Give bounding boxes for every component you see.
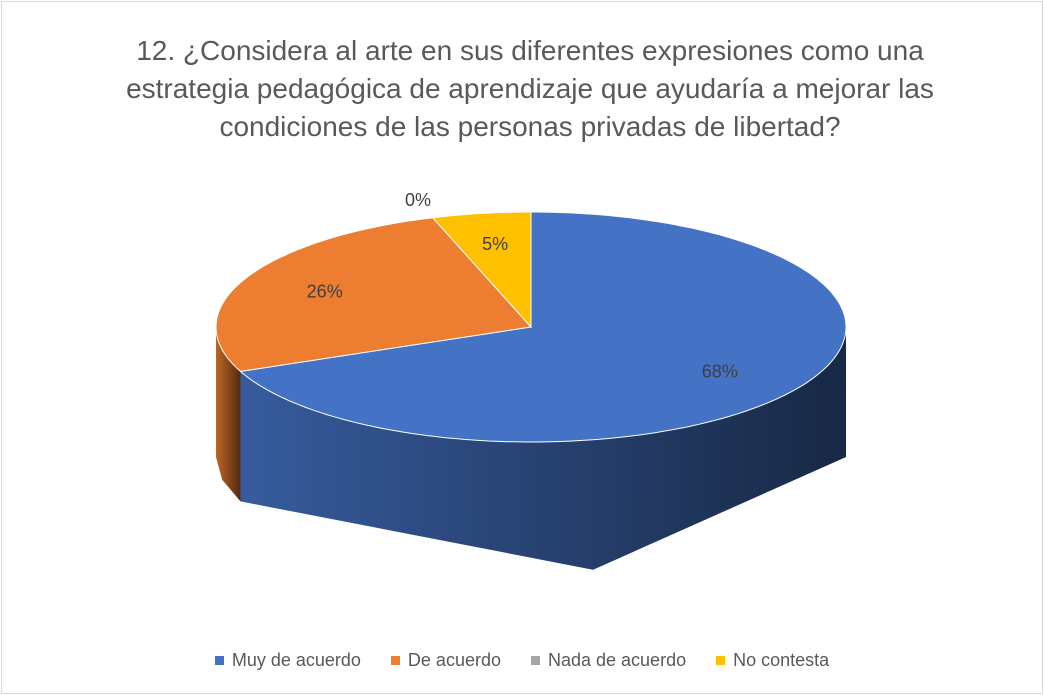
legend-label: Nada de acuerdo (547, 650, 687, 670)
pie-slice (239, 211, 847, 443)
legend-item: Muy de acuerdo (214, 650, 361, 671)
chart-title: 12. ¿Considera al arte en sus diferentes… (126, 35, 934, 142)
data-label: 5% (482, 234, 508, 254)
legend-swatch (716, 656, 726, 665)
legend-item: De acuerdo (390, 650, 501, 671)
pie-slice (215, 217, 532, 372)
pie-slice (431, 211, 532, 329)
data-label: 0% (405, 190, 431, 210)
legend-label: De acuerdo (407, 650, 501, 670)
legend-label: Muy de acuerdo (231, 650, 361, 670)
side-shade (216, 327, 241, 502)
legend-item: Nada de acuerdo (530, 650, 687, 671)
legend-swatch (530, 656, 540, 665)
legend-swatch (390, 656, 400, 665)
data-label: 26% (307, 281, 343, 301)
data-label: 68% (702, 362, 738, 382)
legend-item: No contesta (716, 650, 829, 671)
legend-label: No contesta (733, 650, 830, 670)
side-shade (240, 327, 846, 570)
legend-swatch (214, 656, 224, 665)
legend: Muy de acuerdo De acuerdo Nada de acuerdo N… (0, 650, 1044, 671)
